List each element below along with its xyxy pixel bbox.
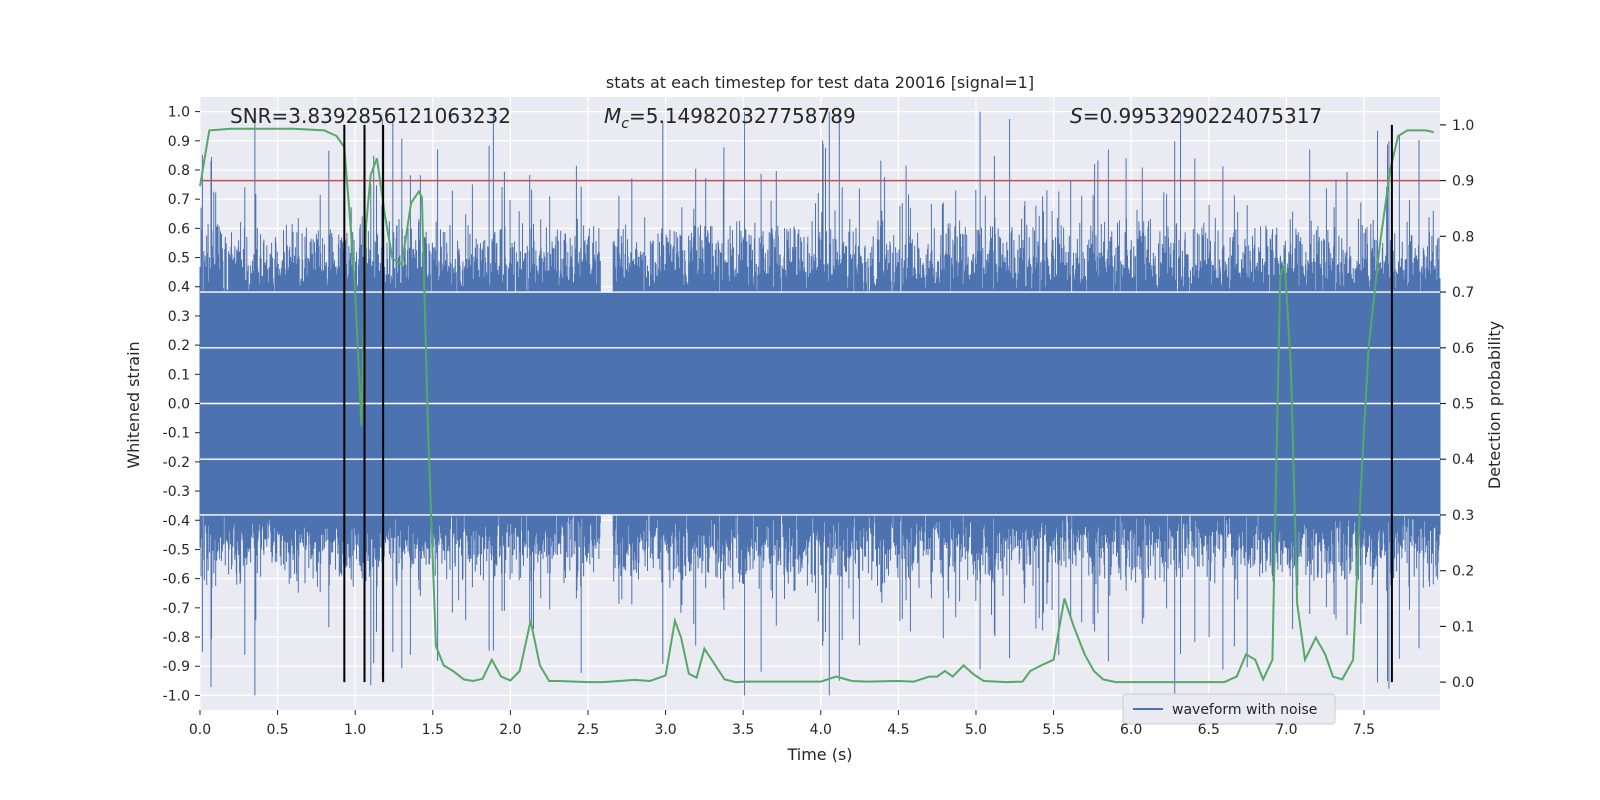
x-tick-label: 3.5 — [732, 722, 754, 738]
legend-label-waveform: waveform with noise — [1172, 702, 1317, 718]
y2-tick-label: 0.2 — [1452, 564, 1474, 580]
x-tick-label: 5.0 — [965, 722, 987, 738]
y-tick-label: -1.0 — [163, 688, 190, 704]
probability-line — [199, 127, 1435, 684]
y2-tick-label: 0.1 — [1452, 619, 1474, 635]
y-tick-label: -0.4 — [163, 513, 190, 529]
y2-axis-label: Detection probability — [1485, 321, 1504, 489]
y-tick-label: -0.6 — [163, 572, 190, 588]
y-tick-label: 0.9 — [168, 134, 190, 150]
legend: waveform with noise — [1122, 693, 1336, 725]
y-tick-label: 0.6 — [168, 221, 190, 237]
horizontal-lines — [200, 179, 1440, 516]
y2-tick-label: 0.5 — [1452, 397, 1474, 413]
x-tick-label: 6.5 — [1198, 722, 1220, 738]
y2-tick-label: 0.6 — [1452, 341, 1474, 357]
vertical-markers — [343, 124, 1393, 683]
y-tick-label: 0.5 — [168, 251, 190, 267]
y-tick-label: -0.1 — [163, 426, 190, 442]
y-tick-label: -0.3 — [163, 484, 190, 500]
y2-tick-label: 0.8 — [1452, 229, 1474, 245]
x-tick-label: 2.5 — [577, 722, 599, 738]
x-tick-label: 1.0 — [344, 722, 366, 738]
y-axis-label: Whitened strain — [124, 341, 143, 468]
y2-tick-label: 0.3 — [1452, 508, 1474, 524]
y-tick-label: 0.2 — [168, 338, 190, 354]
y-tick-label: 0.7 — [168, 192, 190, 208]
legend-box — [1122, 693, 1336, 725]
chart-title: stats at each timestep for test data 200… — [606, 73, 1034, 92]
x-tick-label: 3.0 — [654, 722, 676, 738]
annotation-s: S=0.9953290224075317 — [1070, 104, 1322, 128]
x-tick-label: 7.5 — [1353, 722, 1375, 738]
y-tick-label: 1.0 — [168, 105, 190, 121]
y2-tick-label: 0.0 — [1452, 675, 1474, 691]
annotation-chirp-mass: Mc=5.149820327758789 — [604, 104, 856, 132]
y2-tick-label: 0.7 — [1452, 285, 1474, 301]
x-tick-label: 7.0 — [1275, 722, 1297, 738]
y-tick-label: 0.0 — [168, 397, 190, 413]
x-tick-label: 5.5 — [1042, 722, 1064, 738]
x-tick-label: 1.5 — [422, 722, 444, 738]
x-tick-label: 0.5 — [266, 722, 288, 738]
x-tick-label: 4.5 — [887, 722, 909, 738]
probability-series — [199, 127, 1435, 684]
y2-tick-label: 0.4 — [1452, 452, 1474, 468]
y-tick-label: 0.1 — [168, 367, 190, 383]
y-tick-label: -0.2 — [163, 455, 190, 471]
annotation-snr: SNR=3.8392856121063232 — [230, 104, 511, 128]
x-tick-label: 6.0 — [1120, 722, 1142, 738]
y-tick-label: 0.4 — [168, 280, 190, 296]
y2-tick-label: 0.9 — [1452, 174, 1474, 190]
y-tick-label: -0.8 — [163, 630, 190, 646]
x-tick-label: 4.0 — [810, 722, 832, 738]
y-tick-label: -0.7 — [163, 601, 190, 617]
y-tick-label: 0.8 — [168, 163, 190, 179]
x-tick-label: 0.0 — [189, 722, 211, 738]
y2-tick-label: 1.0 — [1452, 118, 1474, 134]
y-tick-label: -0.9 — [163, 659, 190, 675]
x-tick-label: 2.0 — [499, 722, 521, 738]
y-tick-label: 0.3 — [168, 309, 190, 325]
x-axis-label: Time (s) — [786, 745, 852, 764]
y-tick-label: -0.5 — [163, 542, 190, 558]
